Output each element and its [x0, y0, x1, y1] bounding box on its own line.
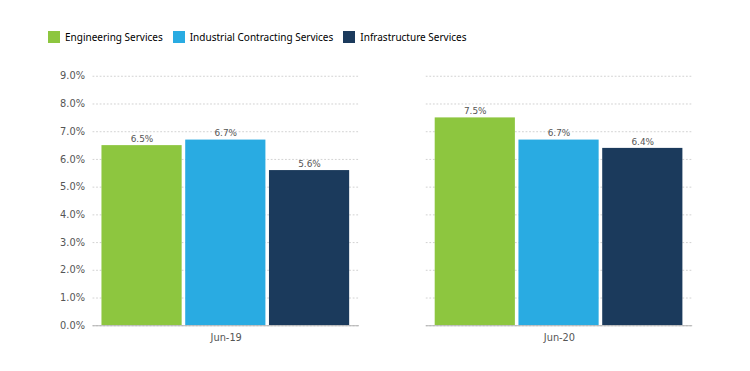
svg-text:7.0%: 7.0% [60, 126, 85, 137]
svg-text:6.0%: 6.0% [60, 154, 85, 165]
svg-text:8.0%: 8.0% [60, 98, 85, 109]
svg-text:6.4%: 6.4% [631, 137, 654, 147]
svg-text:6.7%: 6.7% [214, 128, 237, 138]
svg-text:6.5%: 6.5% [131, 134, 154, 144]
svg-text:1.0%: 1.0% [60, 292, 85, 303]
html-text:Infrastructure Services: Infrastructure Services [360, 29, 467, 44]
svg-text:3.0%: 3.0% [60, 237, 85, 248]
svg-text:9.0%: 9.0% [60, 70, 85, 81]
svg-text:Jun-20: Jun-20 [543, 332, 575, 343]
svg-text:4.0%: 4.0% [60, 209, 85, 220]
svg-text:Jun-19: Jun-19 [210, 332, 242, 343]
svg-text:5.0%: 5.0% [60, 181, 85, 192]
svg-text:7.5%: 7.5% [464, 106, 487, 116]
html-text:Industrial Contracting Service: Industrial Contracting Services [189, 29, 334, 44]
svg-text:5.6%: 5.6% [298, 159, 321, 169]
svg-text:0.0%: 0.0% [60, 320, 85, 331]
svg-text:6.7%: 6.7% [548, 128, 571, 138]
html-text:Engineering Services: Engineering Services [65, 29, 163, 44]
svg-text:2.0%: 2.0% [60, 264, 85, 275]
